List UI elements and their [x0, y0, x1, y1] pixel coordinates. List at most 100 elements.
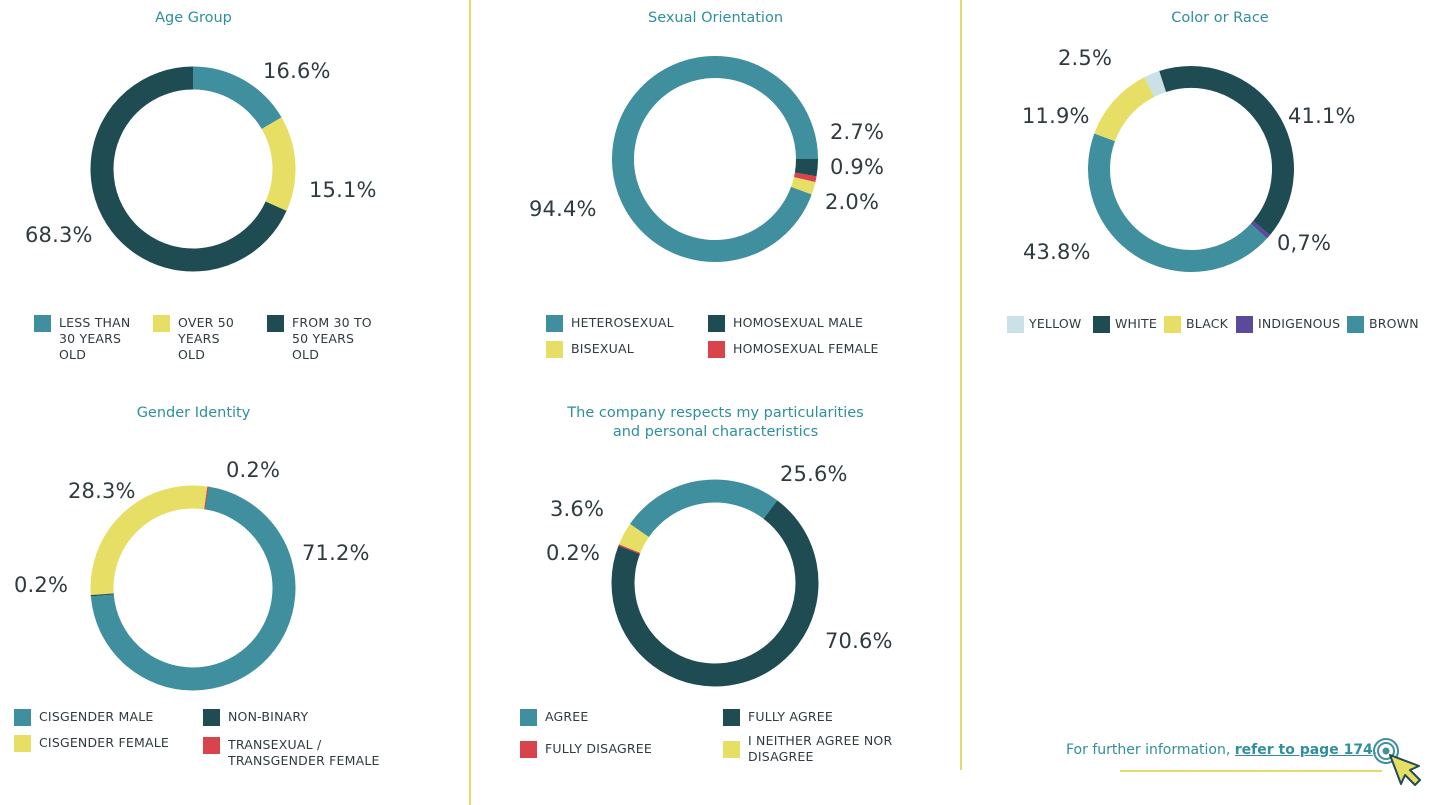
- chart-company-respects: The company respects my particularities …: [471, 395, 960, 805]
- donut-slice-from-30-to-50-years-old: [90, 66, 287, 272]
- legend-swatch: [708, 315, 725, 332]
- legend-swatch: [267, 315, 284, 332]
- legend-label: I NEITHER AGREE NOR DISAGREE: [748, 733, 893, 764]
- legend-item-fully-agree: FULLY AGREE: [723, 709, 833, 726]
- value-label-homosexual-female: 0.9%: [830, 155, 885, 179]
- legend-item-indigenous: INDIGENOUS: [1236, 316, 1340, 333]
- legend-item-agree: AGREE: [520, 709, 589, 726]
- donut-slice-indigenous: [1250, 220, 1270, 239]
- value-label-30-to-50: 68.3%: [25, 223, 93, 247]
- legend-label: CISGENDER MALE: [39, 709, 154, 724]
- legend-swatch: [546, 315, 563, 332]
- legend-label: FULLY AGREE: [748, 709, 833, 724]
- legend-label: HETEROSEXUAL: [571, 315, 674, 330]
- legend-item-over-50: OVER 50 YEARS OLD: [153, 315, 234, 363]
- value-label-fully-disagree: 0.2%: [546, 541, 601, 565]
- value-label-brown: 43.8%: [1023, 240, 1091, 264]
- donut-slice-heterosexual: [612, 56, 818, 262]
- value-label-homosexual-male: 2.7%: [830, 120, 885, 144]
- donut-sexual-orientation: [612, 56, 818, 262]
- legend-label: BISEXUAL: [571, 341, 634, 356]
- donut-gender-identity: [90, 485, 296, 691]
- value-label-less-than-30: 16.6%: [263, 59, 331, 83]
- legend-swatch: [1236, 316, 1253, 333]
- legend-label: INDIGENOUS: [1258, 316, 1341, 331]
- legend-item-bisexual: BISEXUAL: [546, 341, 634, 358]
- legend-swatch: [520, 709, 537, 726]
- value-label-fully-agree: 70.6%: [825, 629, 893, 653]
- legend-item-cisgender-female: CISGENDER FEMALE: [14, 735, 169, 752]
- legend-label: BROWN: [1369, 316, 1419, 331]
- donut-slice-brown: [1088, 133, 1267, 272]
- chart-title: Sexual Orientation: [647, 10, 784, 26]
- legend-item-brown: BROWN: [1347, 316, 1419, 333]
- legend-label: HOMOSEXUAL FEMALE: [733, 341, 879, 356]
- legend-item-yellow: YELLOW: [1007, 316, 1081, 333]
- donut-slice-homosexual-male: [794, 158, 818, 177]
- legend-item-homosexual-female: HOMOSEXUAL FEMALE: [708, 341, 879, 358]
- legend-swatch: [203, 737, 220, 754]
- legend-label: WHITE: [1115, 316, 1157, 331]
- legend-label: AGREE: [545, 709, 589, 724]
- legend-swatch: [1093, 316, 1110, 333]
- legend-item-white: WHITE: [1093, 316, 1157, 333]
- legend-swatch: [546, 341, 563, 358]
- chart-color-or-race: Color or Race 41.1% 0,7% 43.8% 11.9% 2.5…: [962, 0, 1436, 395]
- chart-sexual-orientation: Sexual Orientation 2.7% 0.9% 2.0% 94.4% …: [471, 0, 960, 395]
- legend-item-cisgender-male: CISGENDER MALE: [14, 709, 153, 726]
- legend-item-non-binary: NON-BINARY: [203, 709, 308, 726]
- chart-age-group: Age Group 16.6% 15.1% 68.3% LESS THAN 30…: [0, 0, 469, 395]
- chart-title: Gender Identity: [136, 405, 251, 421]
- legend-label: NON-BINARY: [228, 709, 309, 724]
- value-label-agree: 25.6%: [780, 462, 848, 486]
- legend-swatch: [14, 735, 31, 752]
- donut-slice-fully-agree: [611, 500, 819, 687]
- donut-slice-white: [1159, 66, 1294, 236]
- chart-title: Age Group: [155, 10, 232, 26]
- value-label-indigenous: 0,7%: [1277, 231, 1332, 255]
- legend-label: BLACK: [1186, 316, 1229, 331]
- legend-label: OVER 50 YEARS OLD: [178, 315, 235, 362]
- legend-swatch: [723, 741, 740, 758]
- donut-slice-over-50-years-old: [261, 117, 296, 211]
- legend-item-homosexual-male: HOMOSEXUAL MALE: [708, 315, 863, 332]
- donut-slice-cisgender-male: [90, 486, 296, 691]
- legend-label: TRANSEXUAL / TRANSGENDER FEMALE: [228, 737, 380, 768]
- legend-swatch: [723, 709, 740, 726]
- value-label-cisgender-female: 28.3%: [68, 479, 136, 503]
- chart-title: The company respects my particularities …: [567, 405, 864, 440]
- legend-label: FROM 30 TO 50 YEARS OLD: [292, 315, 372, 362]
- legend-item-less-than-30: LESS THAN 30 YEARS OLD: [34, 315, 130, 363]
- column-divider-right: [960, 0, 962, 770]
- legend-item-fully-disagree: FULLY DISAGREE: [520, 741, 652, 758]
- page-reference-link[interactable]: refer to page 174: [1234, 742, 1373, 758]
- legend-swatch: [14, 709, 31, 726]
- footer-underline: [1120, 770, 1382, 772]
- legend-swatch: [1164, 316, 1181, 333]
- donut-slice-bisexual: [790, 177, 816, 195]
- donut-slice-agree: [630, 479, 778, 538]
- legend-label: CISGENDER FEMALE: [39, 735, 169, 750]
- value-label-heterosexual: 94.4%: [529, 197, 597, 221]
- value-label-bisexual: 2.0%: [825, 190, 880, 214]
- legend-label: LESS THAN 30 YEARS OLD: [59, 315, 131, 362]
- value-label-transgender-female: 0.2%: [226, 458, 281, 482]
- donut-color-or-race: [1088, 66, 1294, 272]
- value-label-neither: 3.6%: [550, 497, 605, 521]
- value-label-black: 11.9%: [1022, 104, 1090, 128]
- column-divider-left: [469, 0, 471, 805]
- donut-company-respects: [611, 479, 819, 687]
- footer-text: For further information,: [1066, 742, 1235, 758]
- footer-note: For further information, refer to page 1…: [1066, 742, 1377, 758]
- value-label-over-50: 15.1%: [309, 178, 377, 202]
- value-label-yellow: 2.5%: [1058, 46, 1113, 70]
- donut-slice-cisgender-female: [90, 485, 208, 596]
- legend-label: FULLY DISAGREE: [545, 741, 652, 756]
- legend-swatch: [34, 315, 51, 332]
- legend-label: YELLOW: [1029, 316, 1082, 331]
- legend-item-neither: I NEITHER AGREE NOR DISAGREE: [723, 733, 892, 765]
- donut-slice-i-neither-agree-nor-disagree: [618, 523, 650, 554]
- legend-label: HOMOSEXUAL MALE: [733, 315, 864, 330]
- legend-swatch: [203, 709, 220, 726]
- click-pointer-icon[interactable]: [1370, 737, 1426, 789]
